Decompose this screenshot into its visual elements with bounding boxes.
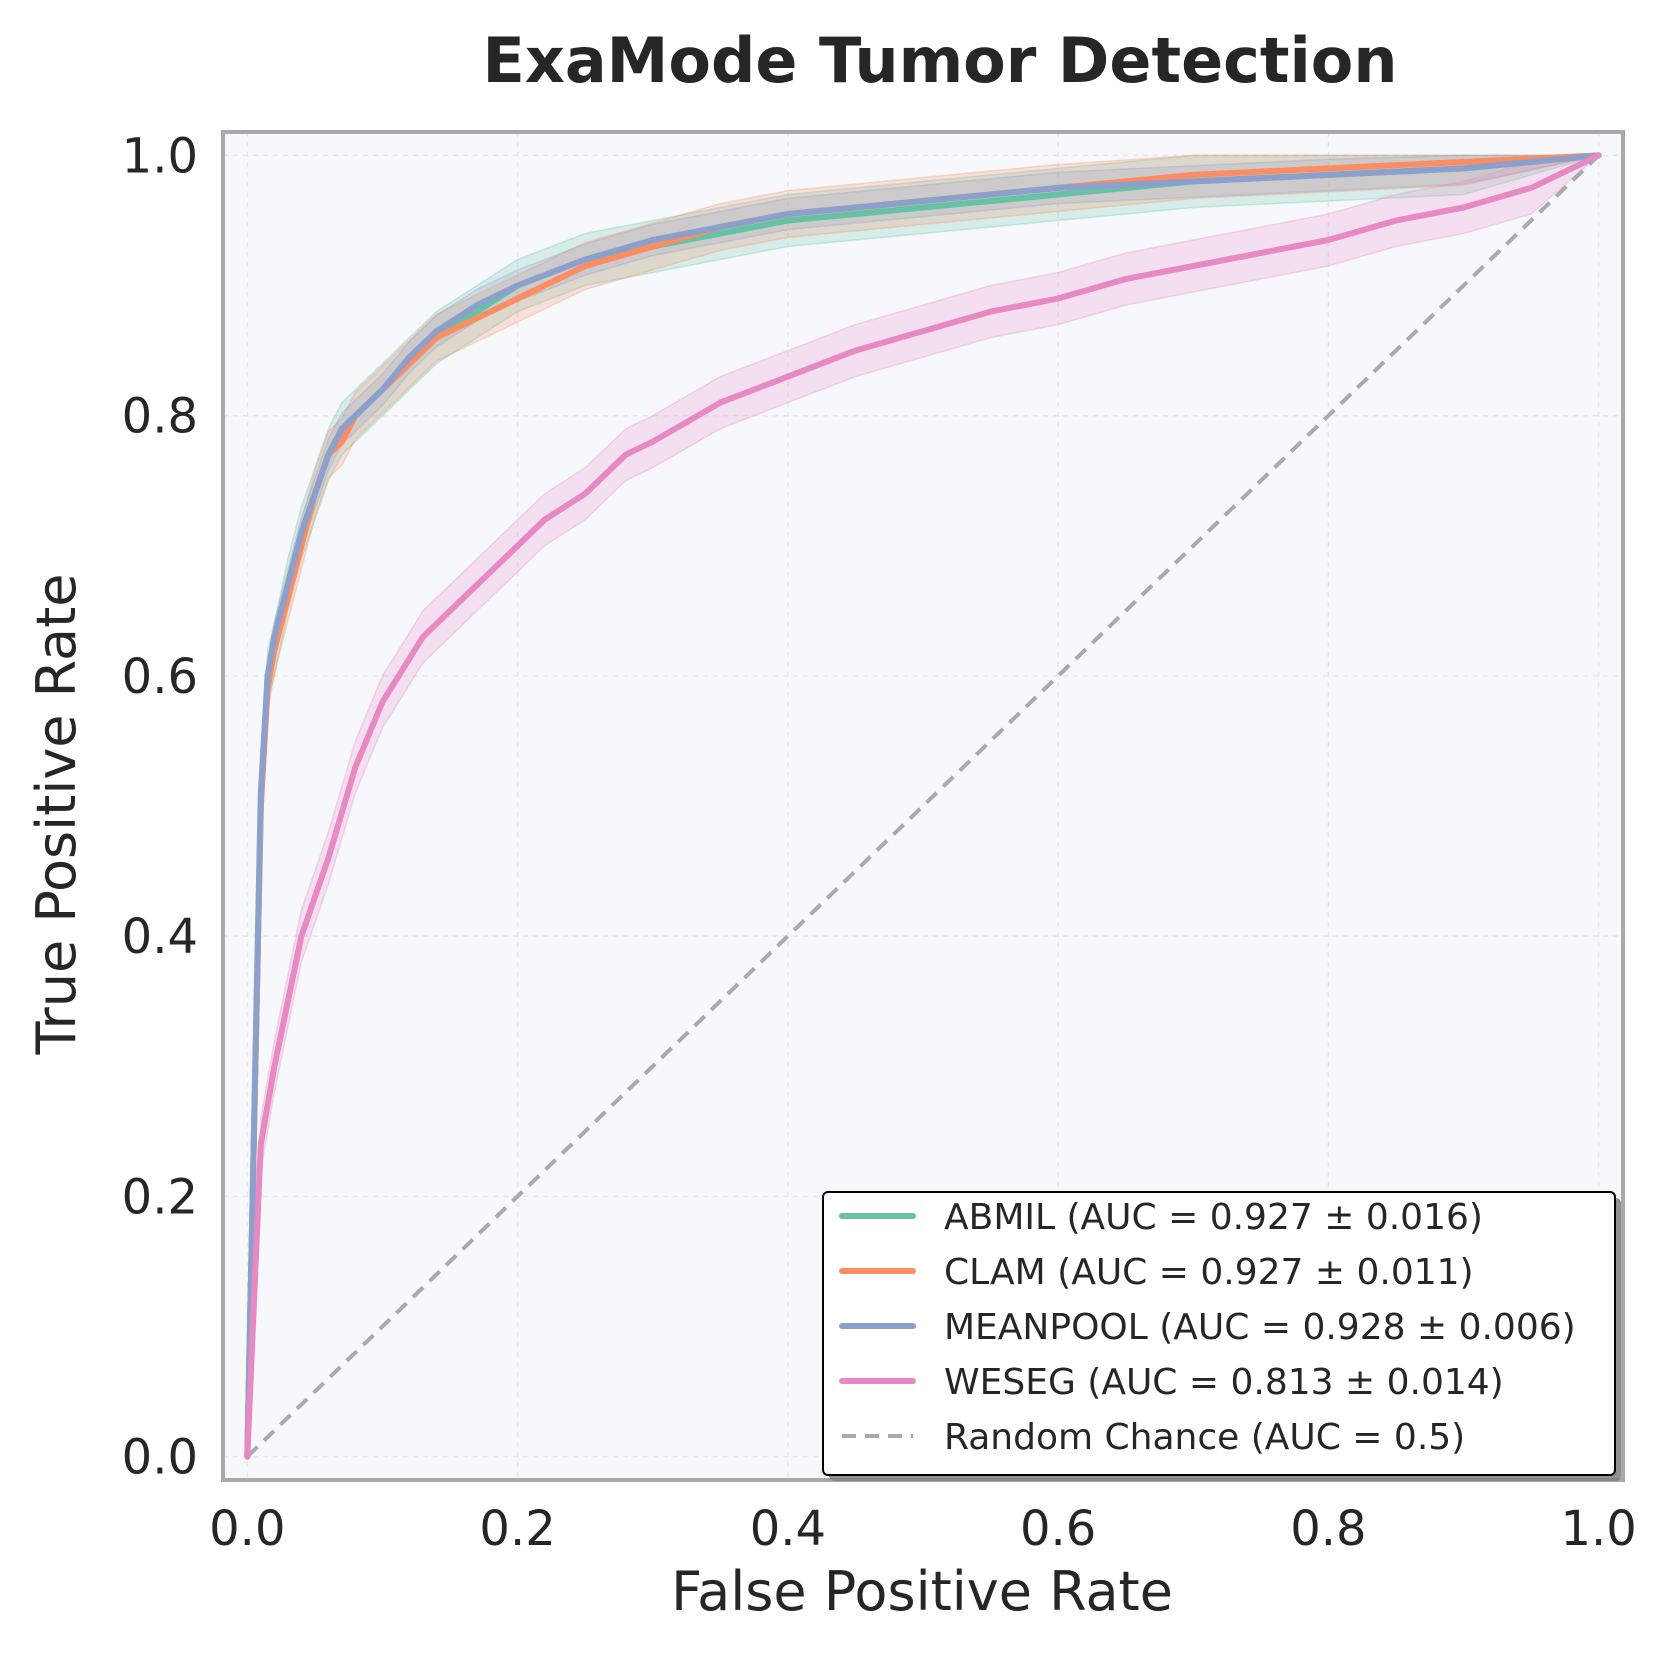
y-tick-label: 1.0 xyxy=(122,128,198,184)
legend-box xyxy=(822,1191,1616,1476)
roc-curves xyxy=(244,152,1602,1460)
y-tick-label: 0.4 xyxy=(122,909,198,965)
y-tick-label: 0.2 xyxy=(122,1169,198,1225)
x-tick-label: 0.2 xyxy=(479,1501,555,1557)
x-tick-label: 0.6 xyxy=(1020,1501,1096,1557)
x-tick-label: 1.0 xyxy=(1561,1501,1637,1557)
legend-label-abmil: ABMIL (AUC = 0.927 ± 0.016) xyxy=(944,1197,1483,1238)
x-tick-label: 0.4 xyxy=(750,1501,826,1557)
legend-label-clam: CLAM (AUC = 0.927 ± 0.011) xyxy=(944,1252,1474,1293)
legend-label-meanpool: MEANPOOL (AUC = 0.928 ± 0.006) xyxy=(944,1307,1576,1348)
legend: ABMIL (AUC = 0.927 ± 0.016) CLAM (AUC = … xyxy=(822,1191,1621,1481)
reference-line-layer xyxy=(245,153,1601,1459)
y-tick-label: 0.8 xyxy=(122,389,198,445)
reference-line-random-chance xyxy=(245,153,1601,1459)
chart-title: ExaMode Tumor Detection xyxy=(482,24,1397,97)
y-axis-ticks: 0.0 0.2 0.4 0.6 0.8 1.0 xyxy=(122,128,198,1485)
legend-label-random-chance: Random Chance (AUC = 0.5) xyxy=(944,1417,1465,1458)
x-axis-label: False Positive Rate xyxy=(671,1560,1173,1623)
x-axis-ticks: 0.0 0.2 0.4 0.6 0.8 1.0 xyxy=(209,1501,1637,1557)
curve-meanpool xyxy=(244,152,1602,1460)
x-tick-label: 0.8 xyxy=(1290,1501,1366,1557)
y-tick-label: 0.0 xyxy=(122,1430,198,1486)
curve-weseg xyxy=(244,152,1602,1460)
legend-label-weseg: WESEG (AUC = 0.813 ± 0.014) xyxy=(944,1362,1504,1403)
y-axis-label: True Positive Rate xyxy=(25,573,88,1055)
y-tick-label: 0.6 xyxy=(122,649,198,705)
x-tick-label: 0.0 xyxy=(209,1501,285,1557)
